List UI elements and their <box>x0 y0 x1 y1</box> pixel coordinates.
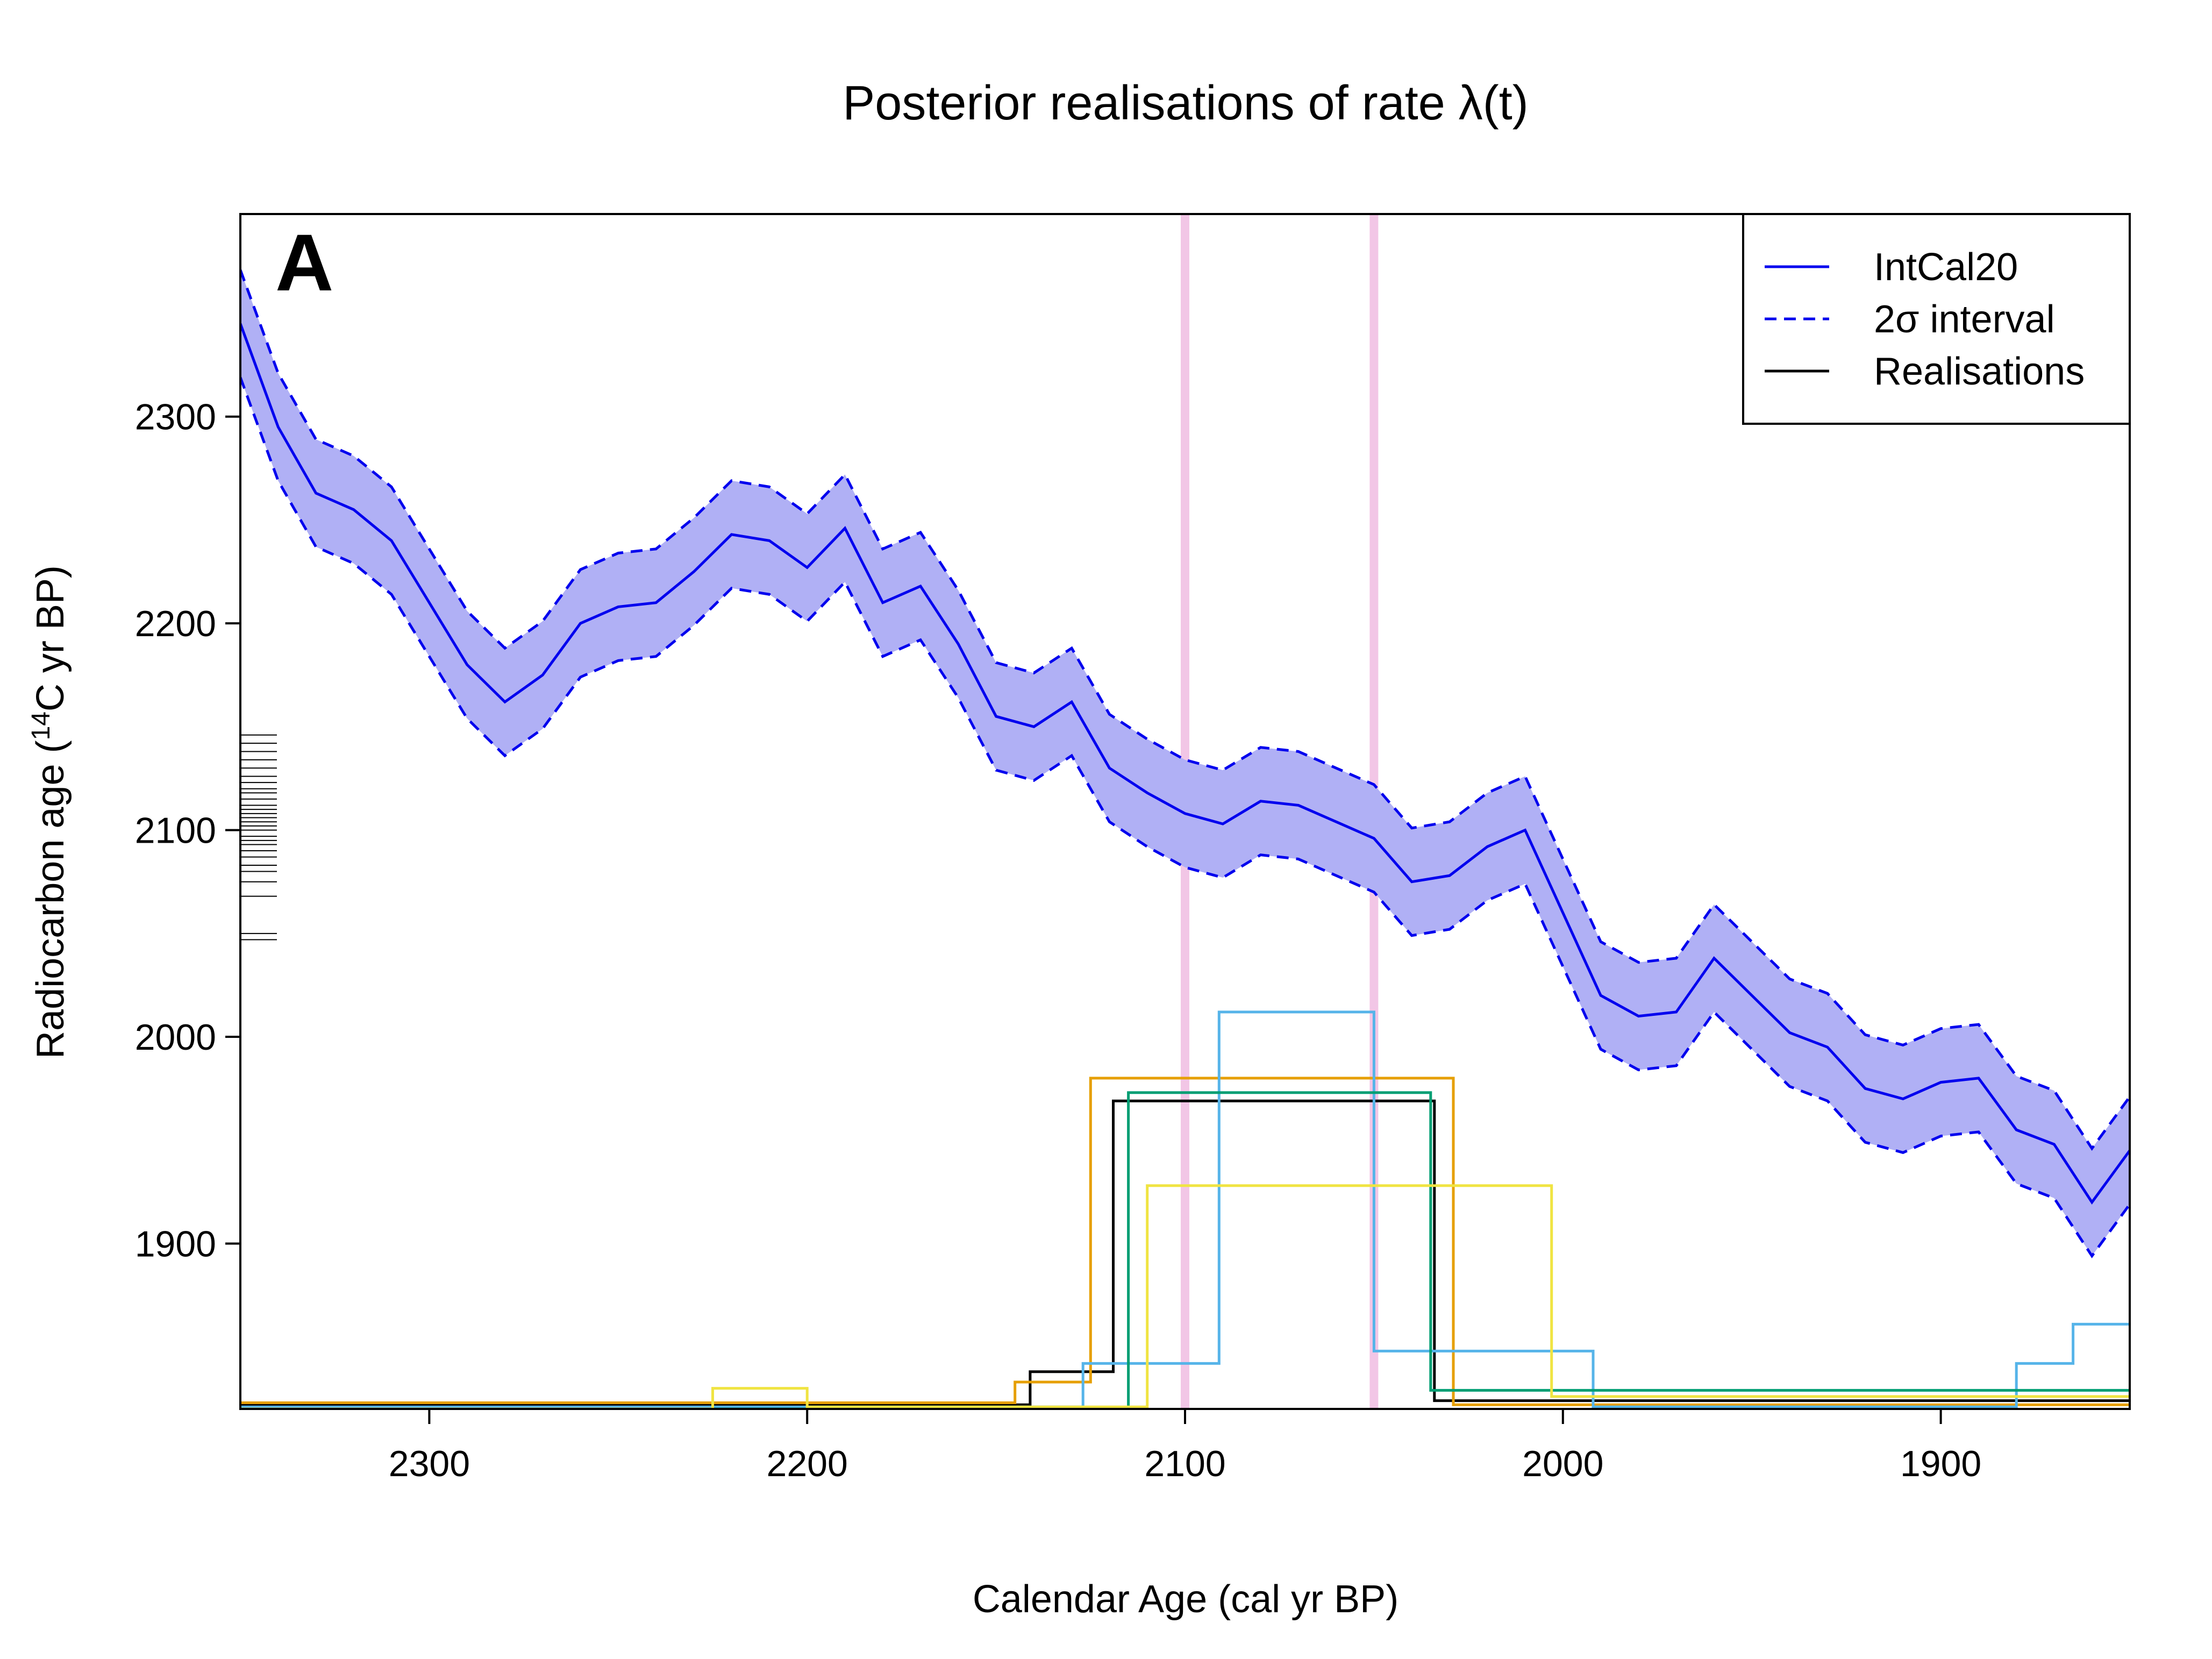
realisation-line <box>240 1091 2130 1409</box>
y-axis-label-superscript: 14 <box>27 711 55 740</box>
intcal20-2sigma-band <box>240 269 2130 1256</box>
y-axis-label-prefix: Radiocarbon age ( <box>29 740 72 1058</box>
realisation-line <box>240 1010 2130 1408</box>
y-tick-label: 2300 <box>135 397 216 438</box>
y-tick-label: 1900 <box>135 1223 216 1264</box>
y-tick-label: 2000 <box>135 1017 216 1058</box>
x-tick-label: 2300 <box>389 1443 470 1484</box>
intcal20-mean-line <box>240 323 2130 1205</box>
x-tick-label: 2200 <box>767 1443 848 1484</box>
x-axis: 2300 2200 2100 2000 1900 <box>389 1408 1981 1484</box>
y-axis-label: Radiocarbon age (14C yr BP) <box>27 565 73 1059</box>
legend-label-2sigma-interval: 2σ interval <box>1874 298 2055 341</box>
plot-area <box>240 214 2130 1409</box>
y-axis-label-suffix: C yr BP) <box>29 565 72 711</box>
y-tick-label: 2100 <box>135 810 216 851</box>
intcal20-lower-2sigma-line <box>240 376 2130 1258</box>
x-axis-label: Calendar Age (cal yr BP) <box>973 1578 1398 1621</box>
legend-label-intcal20: IntCal20 <box>1874 246 2018 289</box>
x-tick-label: 1900 <box>1900 1443 1981 1484</box>
intcal20-upper-2sigma-line <box>240 269 2130 1151</box>
legend: IntCal20 2σ interval Realisations <box>1742 213 2131 425</box>
y-axis: 1900 2000 2100 2200 2300 <box>135 397 241 1264</box>
chart-title: Posterior realisations of rate λ(t) <box>843 76 1528 130</box>
legend-label-realisations: Realisations <box>1874 350 2085 393</box>
y-tick-label: 2200 <box>135 603 216 644</box>
panel-label: A <box>275 217 333 308</box>
realisations-layer <box>240 1010 2130 1409</box>
x-tick-label: 2100 <box>1144 1443 1225 1484</box>
x-tick-label: 2000 <box>1522 1443 1603 1484</box>
realisation-line <box>240 1184 2130 1409</box>
rug-layer <box>240 734 277 941</box>
